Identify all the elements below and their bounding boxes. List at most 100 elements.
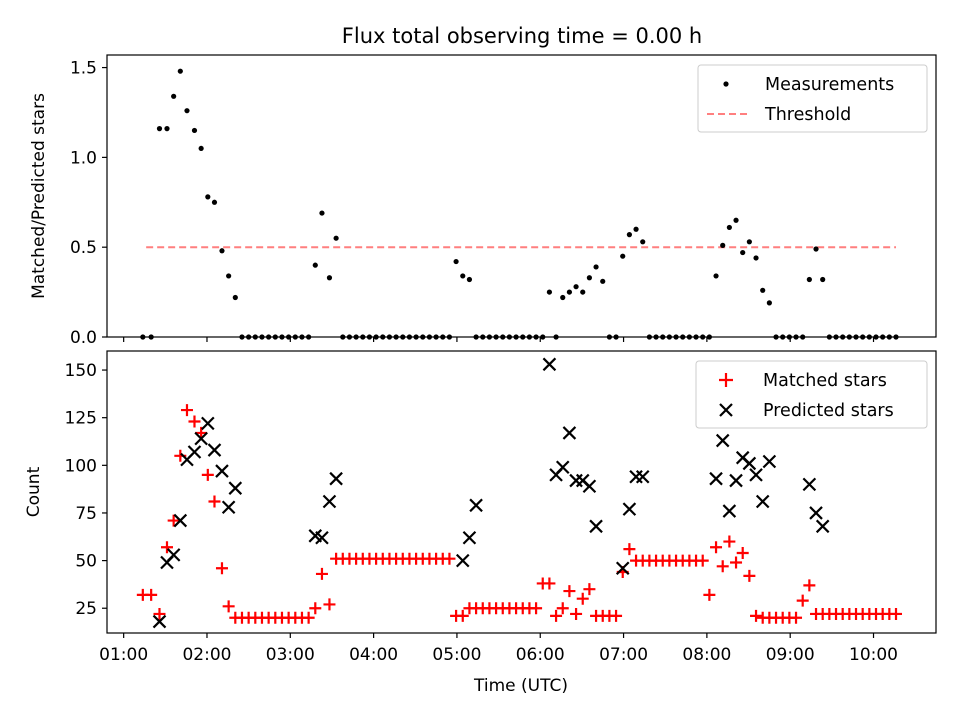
ratio-y-tick-label: 1.5 (70, 59, 97, 79)
measurement-point (226, 273, 232, 279)
measurement-point (164, 126, 170, 132)
measurement-point (740, 249, 746, 256)
ratio-axes-frame (106, 54, 937, 338)
measurement-point (191, 127, 198, 134)
predicted-star-marker (462, 530, 477, 545)
matched-star-marker (556, 602, 569, 615)
predicted-star-marker (201, 416, 215, 431)
ratio-y-axis-label: Matched/Predicted stars (29, 93, 49, 299)
predicted-star-marker (709, 471, 723, 486)
predicted-star-marker (749, 468, 763, 482)
count-axes-frame (106, 350, 937, 634)
measurement-point (211, 199, 218, 205)
matched-star-marker (716, 560, 729, 573)
ratio-legend: Measurements Threshold (697, 64, 928, 133)
measurement-point (806, 276, 812, 283)
measurement-point (466, 276, 473, 283)
measurement-point (312, 262, 318, 268)
count-y-tick-label: 125 (65, 409, 97, 429)
measurement-point (580, 289, 586, 295)
chart-title: Flux total observing time = 0.00 h (342, 24, 702, 48)
count-y-tick-label: 150 (65, 361, 97, 381)
measurement-point (713, 273, 719, 279)
measurement-point (600, 278, 606, 284)
predicted-star-marker (221, 500, 236, 515)
ratio-legend-box (697, 64, 928, 133)
measurement-point (560, 294, 566, 301)
predicted-star-marker (755, 494, 770, 509)
matched-star-marker (530, 602, 543, 615)
measurement-point (640, 239, 646, 245)
matched-star-marker (145, 588, 158, 601)
count-y-axis-label: Count (24, 466, 44, 517)
predicted-star-marker (207, 443, 222, 457)
predicted-star-marker (589, 519, 603, 534)
matched-star-marker (723, 535, 736, 548)
measurement-point (573, 284, 579, 290)
time-x-tick-label: 03:00 (266, 645, 315, 665)
measurement-point (766, 300, 772, 306)
predicted-star-marker (635, 469, 650, 484)
time-x-tick-label: 09:00 (766, 645, 815, 665)
predicted-star-marker (629, 469, 643, 484)
matched-star-marker (323, 598, 336, 611)
matched-star-marker (610, 609, 623, 622)
measurement-point (760, 287, 766, 293)
matched-legend-label: Matched stars (763, 371, 887, 391)
matched-star-marker (563, 585, 576, 598)
time-x-tick-label: 08:00 (682, 645, 731, 665)
matched-star-marker (201, 468, 214, 481)
matched-star-marker (188, 415, 201, 428)
predicted-star-marker (322, 494, 337, 509)
predicted-star-marker (469, 498, 483, 513)
measurement-point (177, 68, 183, 74)
matched-star-marker (890, 607, 903, 620)
matched-star-marker (215, 562, 228, 575)
predicted-star-marker (802, 477, 817, 492)
count-y-tick-label: 100 (65, 456, 97, 476)
measurement-point (156, 126, 163, 132)
time-x-tick-label: 04:00 (349, 645, 398, 665)
time-x-tick-label: 10:00 (849, 645, 898, 665)
predicted-star-marker (187, 445, 202, 459)
measurement-point (205, 194, 211, 200)
measurement-point (746, 239, 752, 245)
measurements-legend-marker (723, 81, 729, 87)
matched-legend-marker (719, 373, 733, 387)
predicted-star-marker (715, 433, 730, 448)
predicted-star-marker (722, 504, 737, 518)
predicted-star-marker (562, 426, 577, 440)
predicted-star-marker (329, 471, 343, 486)
predicted-star-marker (194, 431, 208, 446)
matched-star-marker (570, 607, 583, 620)
measurement-point (720, 242, 726, 248)
measurement-point (733, 217, 739, 223)
count-legend-box (695, 360, 928, 429)
matched-star-marker (576, 592, 589, 605)
measurement-point (453, 258, 459, 265)
measurement-point (198, 145, 204, 152)
predicted-star-marker (742, 456, 757, 471)
matched-star-marker (309, 602, 322, 615)
matched-star-marker (160, 541, 173, 554)
count-y-tick-label: 50 (75, 552, 97, 572)
measurement-point (319, 210, 325, 216)
measurement-point (326, 275, 333, 281)
measurement-point (593, 264, 599, 270)
threshold-legend-label: Threshold (764, 105, 851, 125)
measurement-point (171, 93, 177, 99)
time-x-tick-label: 07:00 (599, 645, 648, 665)
measurement-point (633, 226, 639, 232)
predicted-star-marker (455, 553, 470, 568)
measurement-point (813, 246, 819, 252)
matched-star-marker (167, 514, 180, 527)
ratio-y-tick-label: 0.5 (70, 238, 97, 258)
matched-star-marker (543, 577, 556, 590)
matched-star-marker (703, 588, 716, 601)
predicted-star-marker (173, 513, 188, 528)
predicted-star-marker (152, 614, 167, 629)
predicted-star-marker (542, 357, 557, 372)
measurement-point (820, 276, 826, 283)
predicted-star-marker (582, 479, 597, 494)
